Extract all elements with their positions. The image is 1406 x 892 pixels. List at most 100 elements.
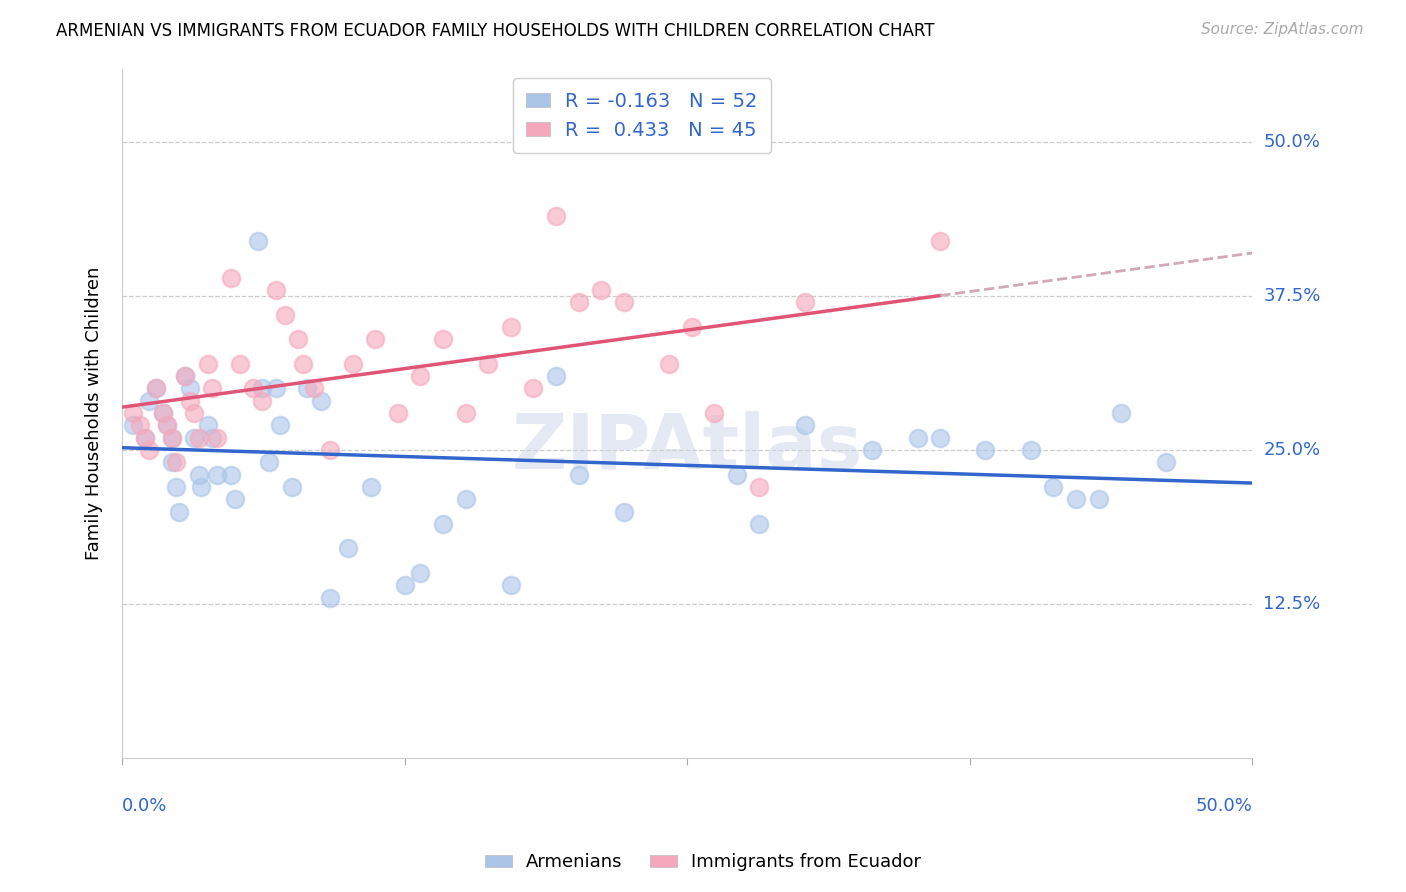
Point: [152, 406, 174, 420]
Point: [219, 270, 242, 285]
Point: [568, 295, 591, 310]
Point: [544, 209, 567, 223]
Point: [250, 382, 273, 396]
Text: 50.0%: 50.0%: [1264, 134, 1320, 152]
Point: [613, 504, 636, 518]
Point: [394, 578, 416, 592]
Point: [319, 591, 342, 605]
Legend: R = -0.163   N = 52, R =  0.433   N = 45: R = -0.163 N = 52, R = 0.433 N = 45: [513, 78, 770, 153]
Point: [187, 431, 209, 445]
Point: [197, 418, 219, 433]
Point: [454, 492, 477, 507]
Point: [201, 382, 224, 396]
Text: 0.0%: 0.0%: [122, 797, 167, 814]
Point: [658, 357, 681, 371]
Point: [134, 431, 156, 445]
Point: [1156, 455, 1178, 469]
Point: [409, 566, 432, 580]
Point: [165, 455, 187, 469]
Point: [264, 283, 287, 297]
Point: [165, 480, 187, 494]
Text: 25.0%: 25.0%: [1264, 441, 1320, 459]
Point: [145, 382, 167, 396]
Point: [477, 357, 499, 371]
Point: [122, 418, 145, 433]
Point: [257, 455, 280, 469]
Point: [134, 431, 156, 445]
Point: [274, 308, 297, 322]
Point: [319, 443, 342, 458]
Point: [364, 332, 387, 346]
Point: [174, 369, 197, 384]
Point: [703, 406, 725, 420]
Legend: Armenians, Immigrants from Ecuador: Armenians, Immigrants from Ecuador: [478, 847, 928, 879]
Point: [138, 393, 160, 408]
Point: [302, 382, 325, 396]
Point: [793, 418, 815, 433]
Text: 12.5%: 12.5%: [1264, 595, 1320, 613]
Y-axis label: Family Households with Children: Family Households with Children: [86, 267, 103, 560]
Point: [725, 467, 748, 482]
Point: [499, 320, 522, 334]
Point: [160, 431, 183, 445]
Point: [250, 393, 273, 408]
Point: [387, 406, 409, 420]
Point: [499, 578, 522, 592]
Point: [190, 480, 212, 494]
Point: [280, 480, 302, 494]
Point: [907, 431, 929, 445]
Point: [160, 455, 183, 469]
Point: [297, 382, 319, 396]
Point: [522, 382, 544, 396]
Point: [205, 431, 228, 445]
Point: [156, 418, 179, 433]
Point: [242, 382, 264, 396]
Point: [748, 516, 770, 531]
Point: [246, 234, 269, 248]
Point: [269, 418, 291, 433]
Point: [454, 406, 477, 420]
Point: [264, 382, 287, 396]
Point: [360, 480, 382, 494]
Point: [613, 295, 636, 310]
Point: [152, 406, 174, 420]
Point: [1042, 480, 1064, 494]
Point: [1064, 492, 1087, 507]
Point: [179, 393, 201, 408]
Point: [122, 406, 145, 420]
Point: [174, 369, 197, 384]
Point: [342, 357, 364, 371]
Point: [201, 431, 224, 445]
Point: [145, 382, 167, 396]
Text: 37.5%: 37.5%: [1264, 287, 1320, 305]
Point: [568, 467, 591, 482]
Point: [748, 480, 770, 494]
Point: [544, 369, 567, 384]
Point: [205, 467, 228, 482]
Text: 50.0%: 50.0%: [1195, 797, 1253, 814]
Point: [409, 369, 432, 384]
Point: [1109, 406, 1132, 420]
Point: [591, 283, 613, 297]
Point: [929, 234, 952, 248]
Point: [291, 357, 314, 371]
Point: [1087, 492, 1109, 507]
Point: [228, 357, 250, 371]
Point: [224, 492, 246, 507]
Point: [309, 393, 332, 408]
Point: [197, 357, 219, 371]
Point: [160, 431, 183, 445]
Point: [974, 443, 997, 458]
Point: [156, 418, 179, 433]
Point: [432, 516, 454, 531]
Point: [681, 320, 703, 334]
Point: [793, 295, 815, 310]
Point: [432, 332, 454, 346]
Point: [129, 418, 152, 433]
Point: [167, 504, 190, 518]
Point: [183, 431, 205, 445]
Point: [1019, 443, 1042, 458]
Point: [138, 443, 160, 458]
Point: [337, 541, 360, 556]
Point: [862, 443, 884, 458]
